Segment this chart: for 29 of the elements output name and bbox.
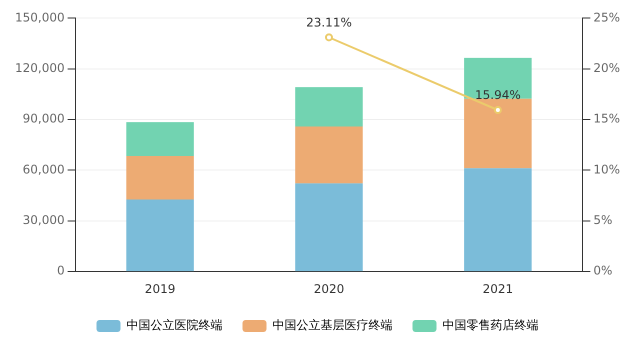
x-tick-label: 2021 (482, 282, 514, 296)
bar (295, 183, 363, 272)
y-tick-label: 150,000 (15, 10, 65, 24)
y-tick-label: 0 (56, 264, 65, 278)
y-tick-label: 90,000 (22, 112, 65, 126)
y2-tick-label: 20% (593, 61, 620, 76)
bar (295, 126, 363, 184)
y2-tick-label: 5% (593, 213, 612, 228)
x-tick-label: 2019 (144, 282, 176, 296)
bar (464, 58, 532, 99)
y2-tick-label: 25% (593, 10, 620, 24)
bar (295, 87, 363, 126)
y-tick-label: 120,000 (15, 61, 65, 76)
bar (126, 122, 194, 156)
data-label: 23.11% (306, 15, 352, 30)
bar (464, 98, 532, 168)
legend-label: 中国公立基层医疗终端 (272, 318, 392, 332)
data-label: 15.94% (474, 88, 521, 102)
x-tick-label: 2020 (314, 282, 344, 296)
legend-label: 中国公立医院终端 (126, 318, 222, 332)
y-tick-label: 60,000 (22, 162, 65, 176)
y-tick-label: 30,000 (22, 213, 65, 228)
y2-tick-label: 15% (593, 112, 620, 126)
bar (464, 168, 532, 272)
bar (126, 199, 194, 272)
y2-tick-label: 10% (593, 162, 620, 176)
y2-tick-label: 0% (593, 264, 612, 278)
legend-label: 中国零售药店终端 (442, 318, 538, 332)
bar (126, 156, 194, 200)
